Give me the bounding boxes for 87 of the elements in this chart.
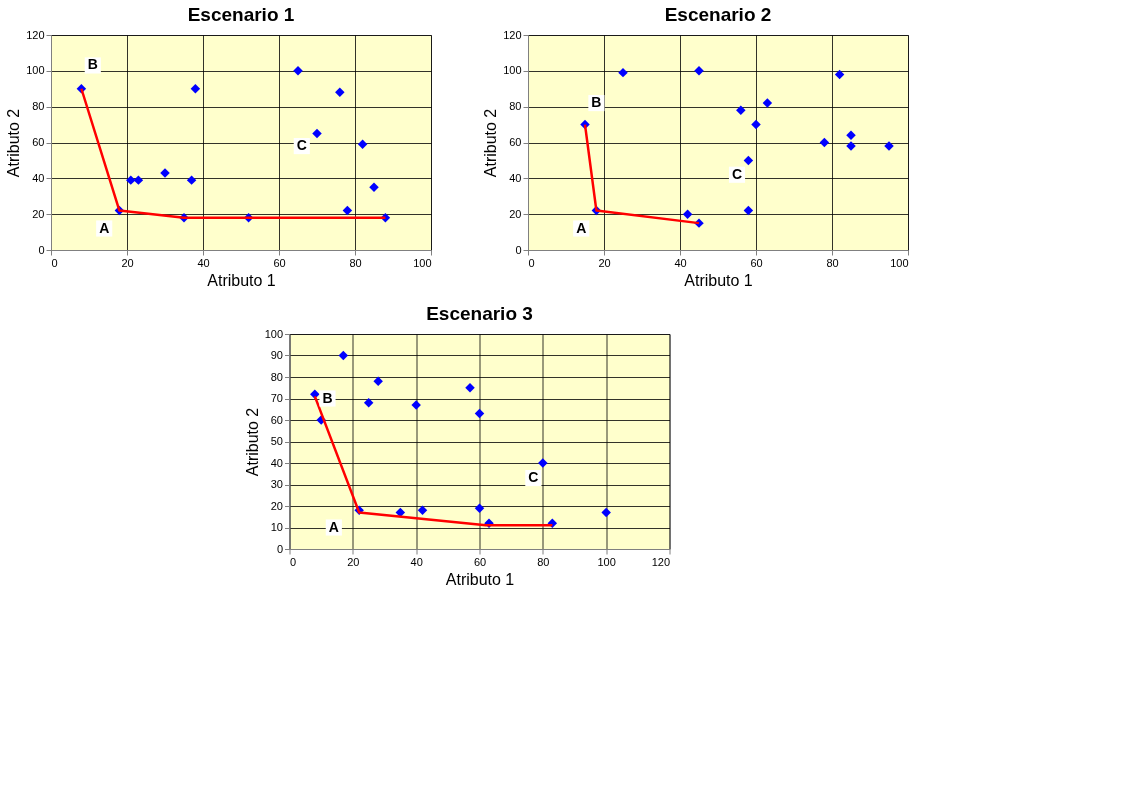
x-tick-label: 100: [890, 256, 909, 269]
y-tick-label: 100: [26, 64, 45, 77]
x-tick-label: 20: [121, 256, 134, 269]
point: [363, 398, 374, 408]
y-tick-label: 0: [515, 243, 522, 256]
annotation: A: [99, 219, 110, 236]
y-tick-label: 60: [509, 136, 522, 148]
x-tick-label: 20: [347, 555, 360, 568]
x-tick-label: 60: [473, 555, 487, 568]
point: [373, 376, 383, 387]
y-tick-label: 40: [32, 171, 45, 184]
point: [190, 84, 201, 94]
y-tick-label: 0: [276, 542, 283, 555]
y-tick-label: 20: [509, 207, 522, 220]
x-tick-label: 80: [826, 256, 839, 269]
y-axis-title: Atributo 2: [243, 407, 261, 477]
point: [474, 408, 485, 419]
y-tick-label: 90: [270, 349, 283, 361]
point: [846, 130, 856, 141]
y-tick-label: 120: [503, 28, 522, 41]
point: [819, 137, 830, 148]
x-tick-label: 0: [51, 256, 58, 269]
x-tick-label: 40: [197, 256, 210, 269]
point: [743, 155, 754, 166]
y-tick-label: 20: [270, 499, 283, 512]
point: [186, 175, 197, 185]
x-tick-label: 100: [413, 256, 432, 269]
point: [834, 69, 845, 80]
annotation: A: [328, 518, 339, 535]
annotation: A: [576, 219, 587, 236]
point: [682, 209, 693, 219]
point: [312, 128, 322, 139]
y-tick-label: 10: [270, 521, 283, 533]
y-tick-label: 80: [509, 100, 522, 113]
y-axis-title: Atributo 2: [482, 108, 500, 178]
y-tick-label: 120: [26, 28, 45, 41]
x-tick-label: 0: [290, 555, 297, 568]
y-tick-label: 60: [270, 413, 283, 426]
x-axis-title: Atributo 1: [445, 570, 515, 588]
annotation: B: [87, 56, 98, 73]
point: [474, 503, 485, 513]
x-axis-title: Atributo 1: [684, 271, 753, 289]
point: [751, 119, 761, 130]
x-tick-label: 120: [651, 555, 670, 568]
chart-title: Escenario 1: [187, 4, 295, 25]
chart-title: Escenario 3: [426, 303, 533, 324]
annotation: C: [731, 165, 743, 182]
y-tick-label: 30: [270, 478, 283, 490]
y-tick-label: 100: [503, 64, 522, 77]
y-tick-label: 70: [270, 392, 283, 404]
point: [601, 507, 611, 518]
y-tick-label: 40: [270, 456, 283, 469]
point: [338, 350, 349, 361]
point: [417, 505, 428, 516]
point: [762, 98, 773, 108]
x-tick-label: 100: [597, 555, 616, 568]
chart-title: Escenario 2: [664, 4, 772, 25]
point: [369, 182, 379, 193]
y-tick-label: 100: [264, 327, 283, 340]
y-tick-label: 40: [509, 171, 522, 184]
x-axis-title: Atributo 1: [207, 271, 276, 289]
x-tick-label: 40: [410, 555, 423, 568]
y-axis-title: Atributo 2: [5, 108, 23, 178]
point: [133, 175, 144, 185]
annotation: B: [322, 389, 333, 406]
x-tick-label: 80: [349, 256, 362, 269]
y-tick-label: 0: [38, 243, 45, 256]
x-tick-label: 0: [528, 256, 535, 269]
y-tick-label: 50: [270, 435, 283, 447]
x-tick-label: 20: [598, 256, 611, 269]
point: [335, 87, 345, 98]
x-tick-label: 40: [674, 256, 687, 269]
x-tick-label: 80: [537, 555, 550, 568]
point: [357, 139, 368, 150]
point: [736, 105, 746, 115]
point: [342, 205, 353, 216]
point: [743, 205, 754, 216]
point: [126, 175, 136, 185]
annotation: C: [296, 137, 307, 154]
y-tick-label: 80: [270, 370, 283, 383]
annotation: B: [591, 94, 602, 111]
y-tick-label: 60: [32, 136, 45, 148]
annotation: C: [528, 469, 539, 486]
y-tick-label: 20: [32, 207, 45, 220]
x-tick-label: 60: [750, 256, 763, 269]
y-tick-label: 80: [32, 100, 45, 113]
point: [618, 67, 628, 78]
